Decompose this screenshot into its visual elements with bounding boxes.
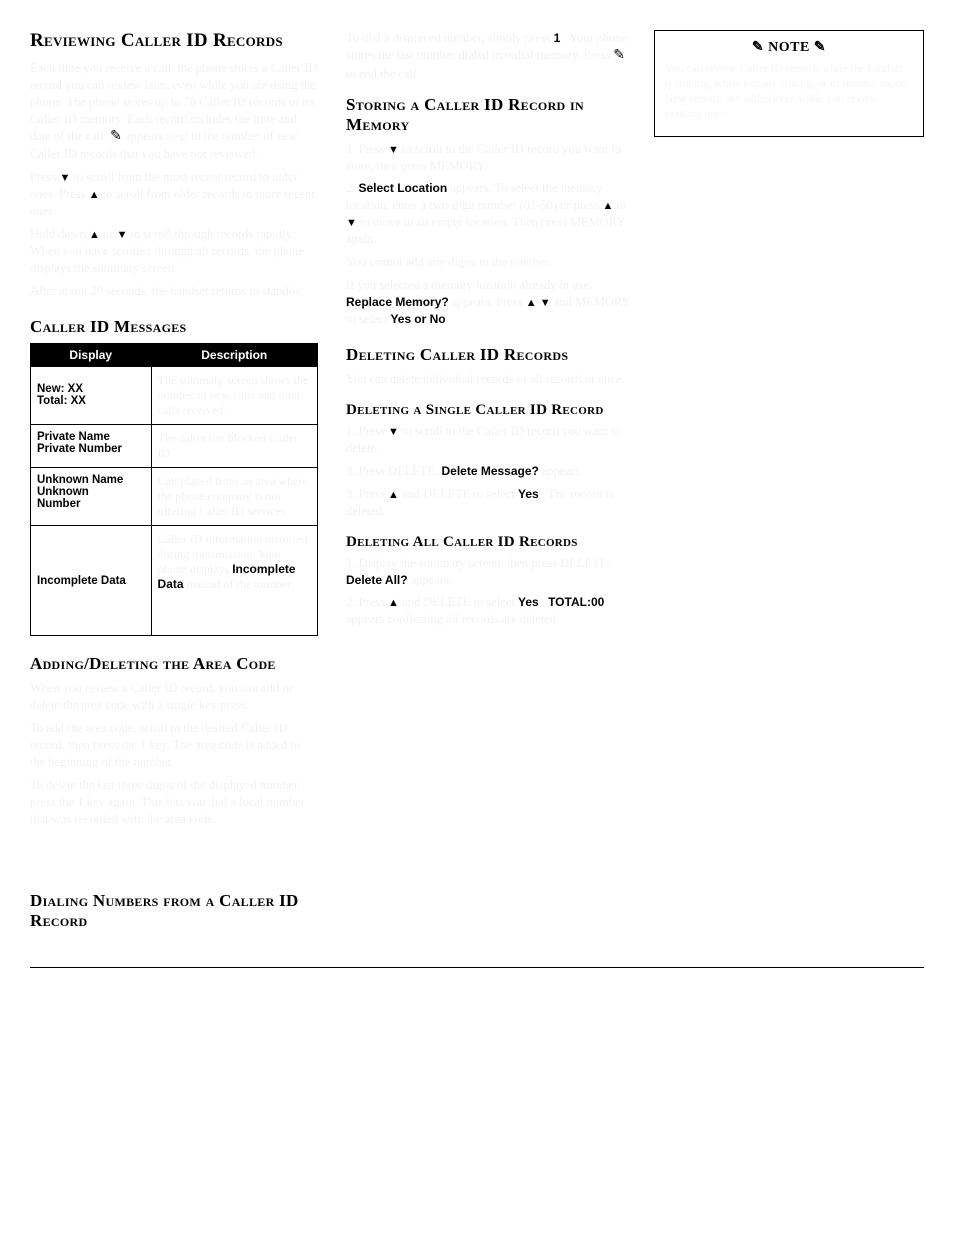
para-dial-intro: To dial a displayed number, simply press…	[346, 30, 634, 83]
note-box: ✎ NOTE ✎ You can review Caller ID record…	[654, 30, 924, 137]
pencil-icon: ✎	[613, 48, 625, 63]
heading-dialing: Dialing Numbers from a Caller ID Record	[30, 891, 318, 931]
up-arrow-icon: ▲	[388, 596, 399, 611]
step-store-2: 2. Select Location appears. To select th…	[346, 180, 634, 248]
lcd-yes: Yes	[518, 595, 539, 609]
step-del-2: 2. Press DELETE. Delete Message? appears…	[346, 463, 634, 480]
lcd-delete-all: Delete All?	[346, 573, 408, 587]
step-delall-2: 2. Press ▲ and DELETE to select Yes . TO…	[346, 594, 634, 628]
heading-messages: Caller ID Messages	[30, 317, 318, 337]
step-del-1: 1. Press ▼ to scroll to the Caller ID re…	[346, 423, 634, 457]
step-delall-1: 1. Display the summary screen, then pres…	[346, 555, 634, 589]
lcd-yes: Yes	[390, 312, 411, 326]
step-del-3: 3. Press ▲ and DELETE to select Yes . Th…	[346, 486, 634, 520]
heading-delete-all: Deleting All Caller ID Records	[346, 534, 634, 551]
messages-table: Display Description New: XX Total: XX Th…	[30, 343, 318, 636]
para-scroll-2: Hold down ▲ or ▼ to scroll through recor…	[30, 226, 318, 277]
up-arrow-icon: ▲	[526, 296, 537, 311]
para-intro: Each time you receive a call, the phone …	[30, 60, 318, 163]
down-arrow-icon: ▼	[388, 425, 399, 440]
down-arrow-icon: ▼	[60, 171, 71, 186]
heading-deleting: Deleting Caller ID Records	[346, 345, 634, 365]
up-arrow-icon: ▲	[89, 228, 100, 243]
table-row: Unknown Name Unknown Number Call placed …	[31, 468, 318, 526]
note-header: ✎ NOTE ✎	[665, 39, 913, 56]
table-row: Private Name Private Number The caller h…	[31, 425, 318, 468]
lcd-select-location: Select Location	[359, 181, 448, 195]
step-store-3: You cannot add any digits to the number.	[346, 254, 634, 271]
lcd-no: No	[430, 312, 446, 326]
note-label: NOTE	[768, 40, 810, 55]
step-store-1: 1. Press ▼ to scroll to the Caller ID re…	[346, 141, 634, 175]
up-arrow-icon: ▲	[603, 199, 614, 214]
down-arrow-icon: ▼	[117, 228, 128, 243]
heading-reviewing: Reviewing Caller ID Records	[30, 30, 318, 52]
lcd-delete-message: Delete Message?	[441, 464, 538, 478]
pencil-icon: ✎	[110, 129, 122, 144]
lcd-yes: Yes	[518, 487, 539, 501]
para-area-b: To add the area code, scroll to the desi…	[30, 720, 318, 771]
heading-storing: Storing a Caller ID Record in Memory	[346, 95, 634, 135]
th-description: Description	[151, 344, 317, 367]
heading-delete-single: Deleting a Single Caller ID Record	[346, 402, 634, 419]
down-arrow-icon: ▼	[540, 296, 551, 311]
table-row: New: XX Total: XX The summary screen sho…	[31, 367, 318, 425]
up-arrow-icon: ▲	[388, 488, 399, 503]
right-column: To dial a displayed number, simply press…	[346, 30, 634, 937]
para-area-c: To delete the last three digits of the d…	[30, 777, 318, 828]
para-standby: After about 20 seconds, the handset retu…	[30, 283, 318, 300]
pencil-icon: ✎	[752, 40, 764, 55]
down-arrow-icon: ▼	[388, 143, 399, 158]
para-area-a: When you review a Caller ID record, you …	[30, 680, 318, 714]
th-display: Display	[31, 344, 152, 367]
para-scroll-1: Press ▼ to scroll from the most recent r…	[30, 169, 318, 220]
side-column: ✎ NOTE ✎ You can review Caller ID record…	[654, 30, 924, 937]
down-arrow-icon: ▼	[346, 216, 357, 231]
pencil-icon: ✎	[814, 40, 826, 55]
footer-divider	[30, 967, 924, 968]
lcd-replace-memory: Replace Memory?	[346, 295, 449, 309]
para-del-intro: You can delete individual records or all…	[346, 371, 634, 388]
table-row: Incomplete Data Caller ID information di…	[31, 526, 318, 636]
note-body: You can review Caller ID records while t…	[665, 62, 913, 122]
step-store-4: If you selected a memory location alread…	[346, 277, 634, 328]
up-arrow-icon: ▲	[89, 188, 100, 203]
heading-area-code: Adding/Deleting the Area Code	[30, 654, 318, 674]
lcd-total-00: TOTAL:00	[548, 595, 604, 609]
left-column: Reviewing Caller ID Records Each time yo…	[30, 30, 318, 937]
